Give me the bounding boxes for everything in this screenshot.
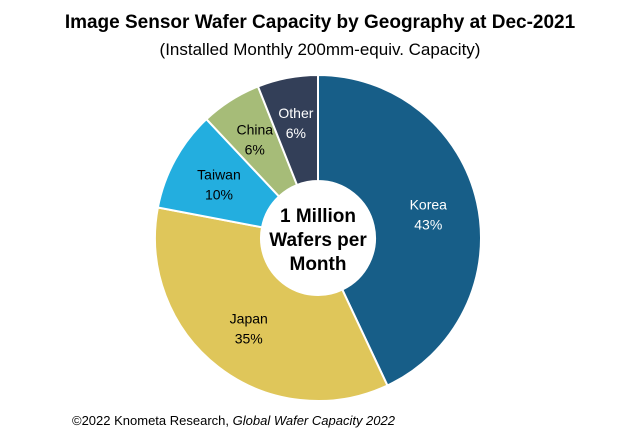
slice-value-label: 6% bbox=[245, 141, 265, 157]
chart-title: Image Sensor Wafer Capacity by Geography… bbox=[64, 12, 576, 33]
slice-other bbox=[256, 73, 319, 187]
slice-value-label: 43% bbox=[414, 216, 442, 232]
footer-source: Global Wafer Capacity 2022 bbox=[232, 413, 395, 428]
footer-credit: ©2022 Knometa Research, Global Wafer Cap… bbox=[72, 413, 395, 428]
slice-label: Japan bbox=[230, 310, 268, 326]
slice-value-label: 35% bbox=[235, 330, 263, 346]
slice-label: Korea bbox=[410, 196, 448, 212]
slice-japan bbox=[154, 206, 389, 402]
slice-value-label: 6% bbox=[286, 125, 306, 141]
center-label: Wafers per bbox=[269, 230, 367, 251]
center-label: Month bbox=[290, 254, 347, 275]
slice-value-label: 10% bbox=[205, 187, 233, 203]
slice-label: Other bbox=[278, 105, 313, 121]
footer-prefix: ©2022 Knometa Research, bbox=[72, 413, 233, 428]
center-label: 1 Million bbox=[280, 206, 356, 227]
slice-label: China bbox=[236, 121, 273, 137]
chart-subtitle: (Installed Monthly 200mm-equiv. Capacity… bbox=[159, 40, 481, 59]
slice-label: Taiwan bbox=[197, 167, 241, 183]
slice-korea bbox=[317, 73, 482, 387]
